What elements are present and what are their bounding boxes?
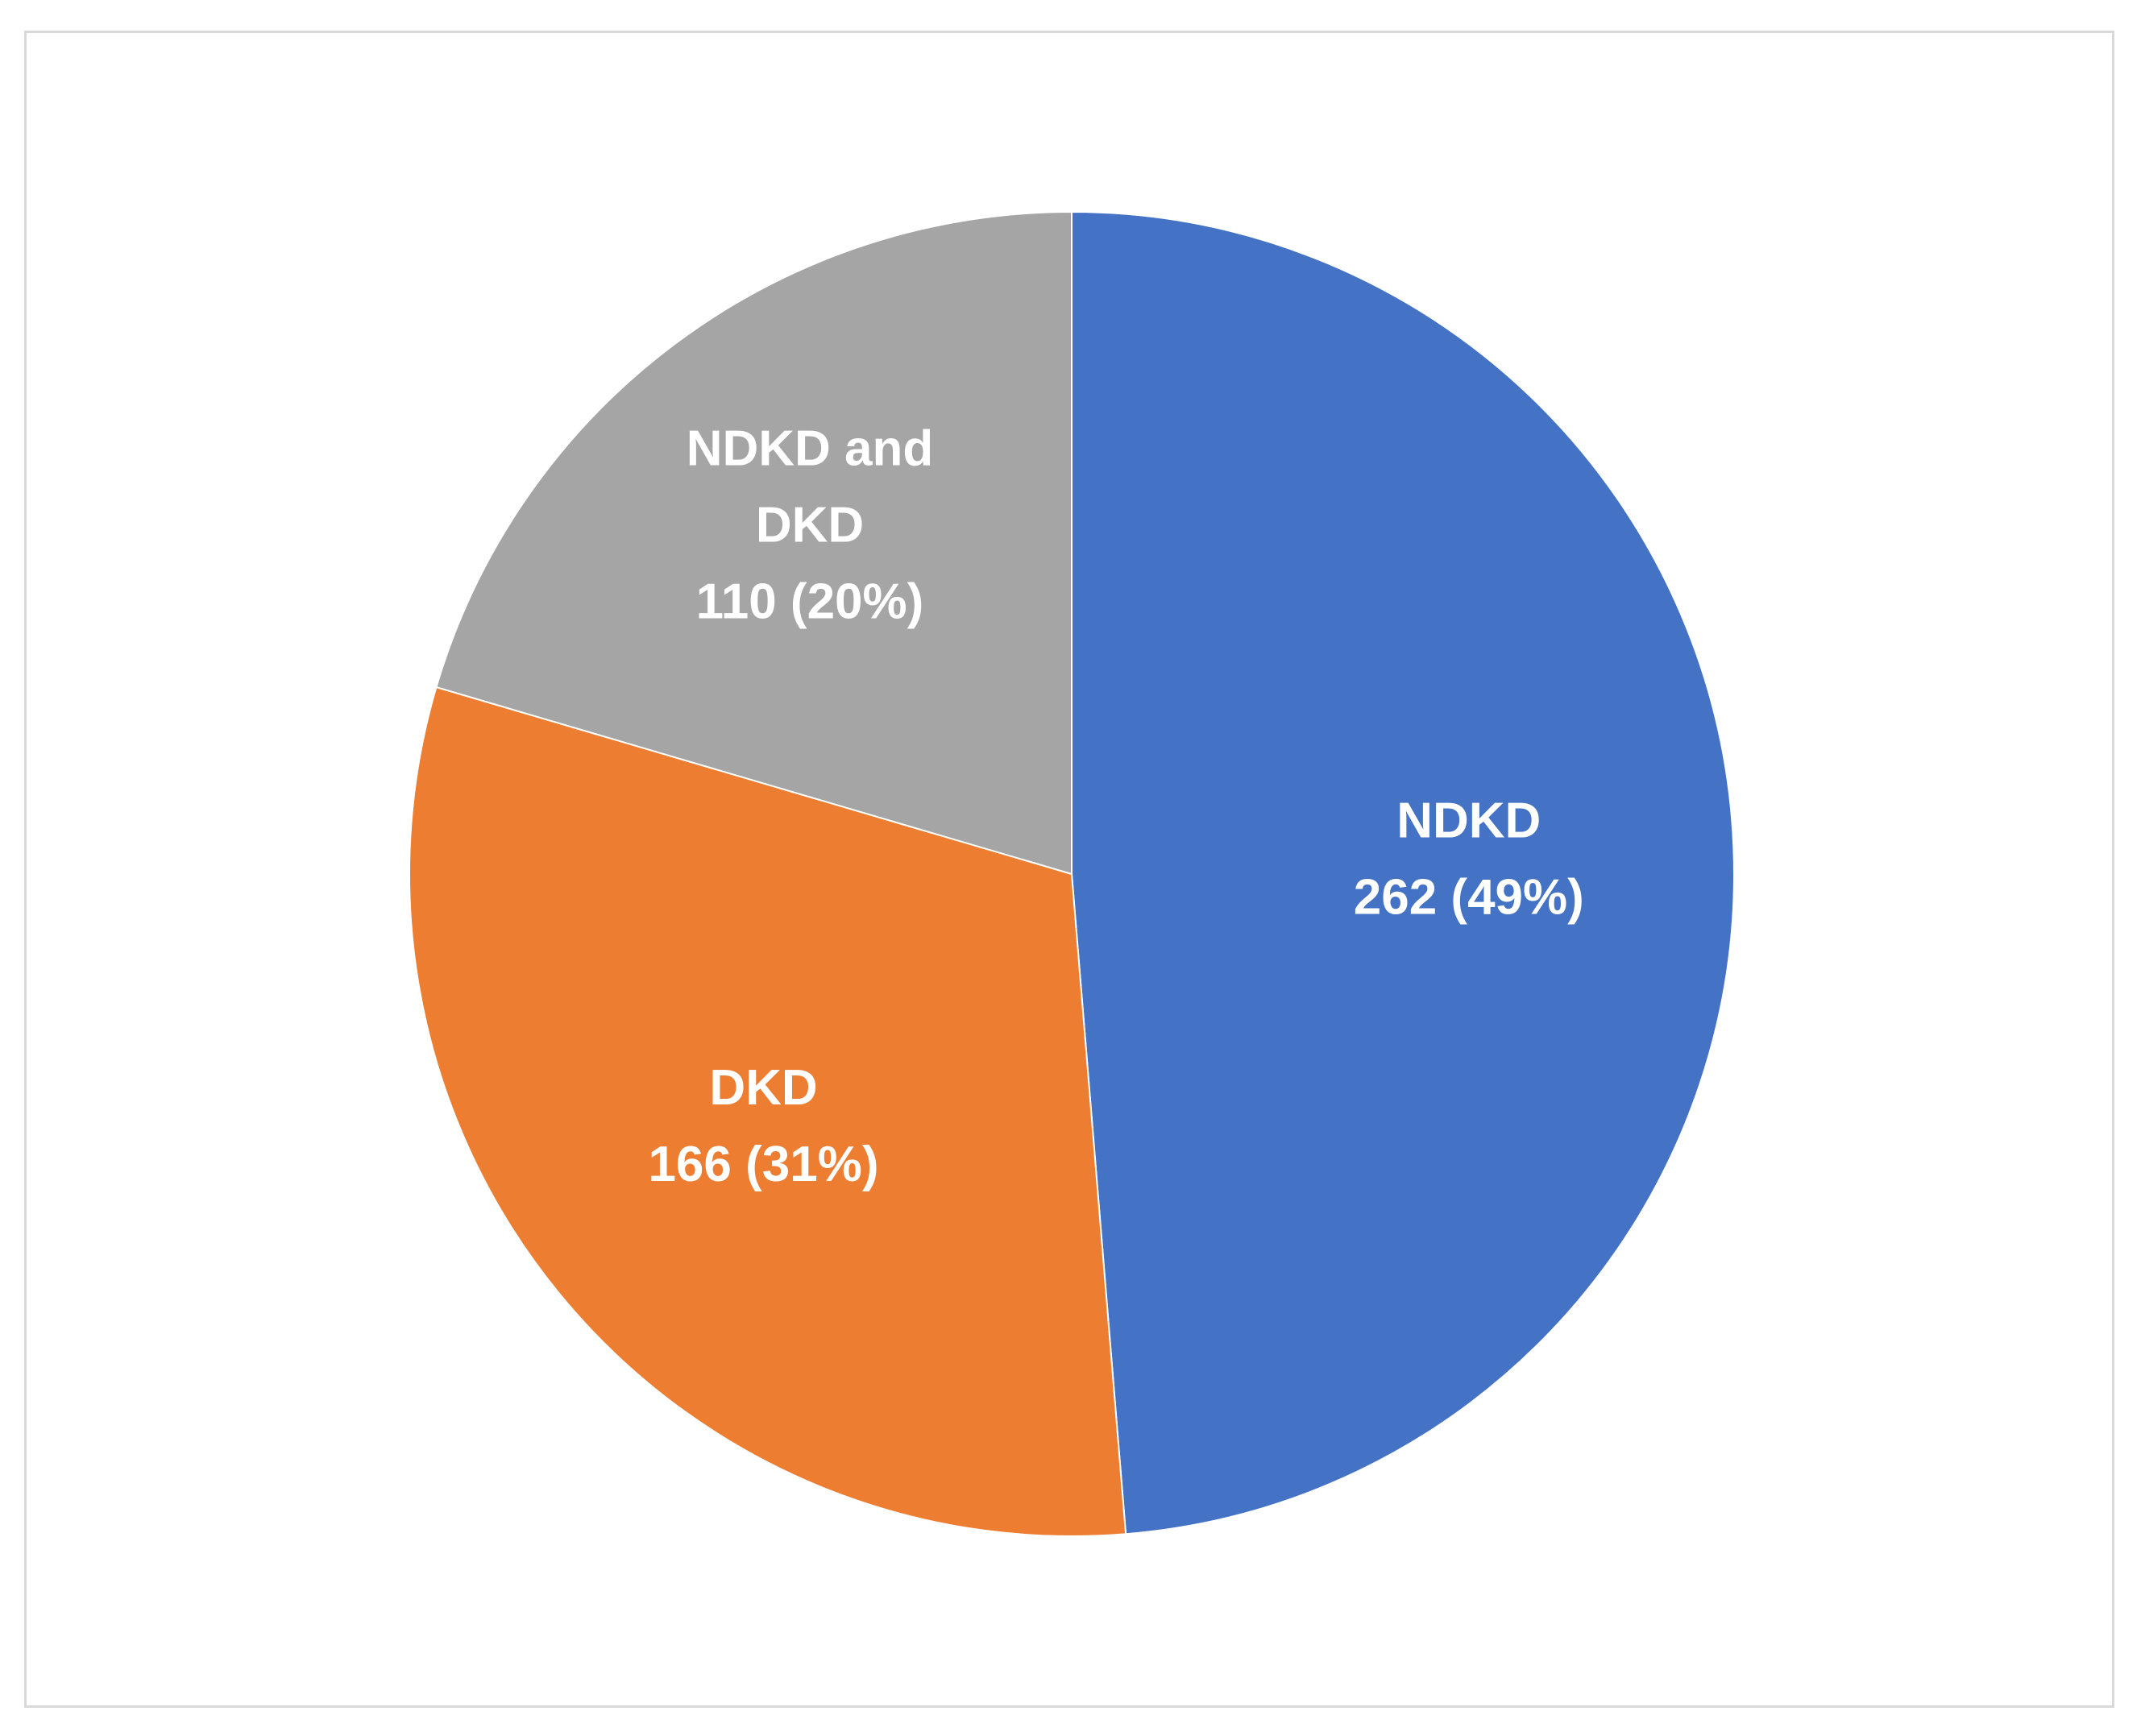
pie-slice-dkd	[409, 686, 1127, 1537]
data-label-ndkd: NDKD 262 (49%)	[1354, 793, 1584, 925]
pie-slice-ndkd	[1071, 210, 1735, 1535]
data-label-ndkd-and-dkd: NDKD and DKD 110 (20%)	[687, 421, 934, 630]
pie-slice-ndkd-and-dkd	[435, 210, 1073, 876]
data-label-dkd: DKD 166 (31%)	[648, 1060, 878, 1192]
